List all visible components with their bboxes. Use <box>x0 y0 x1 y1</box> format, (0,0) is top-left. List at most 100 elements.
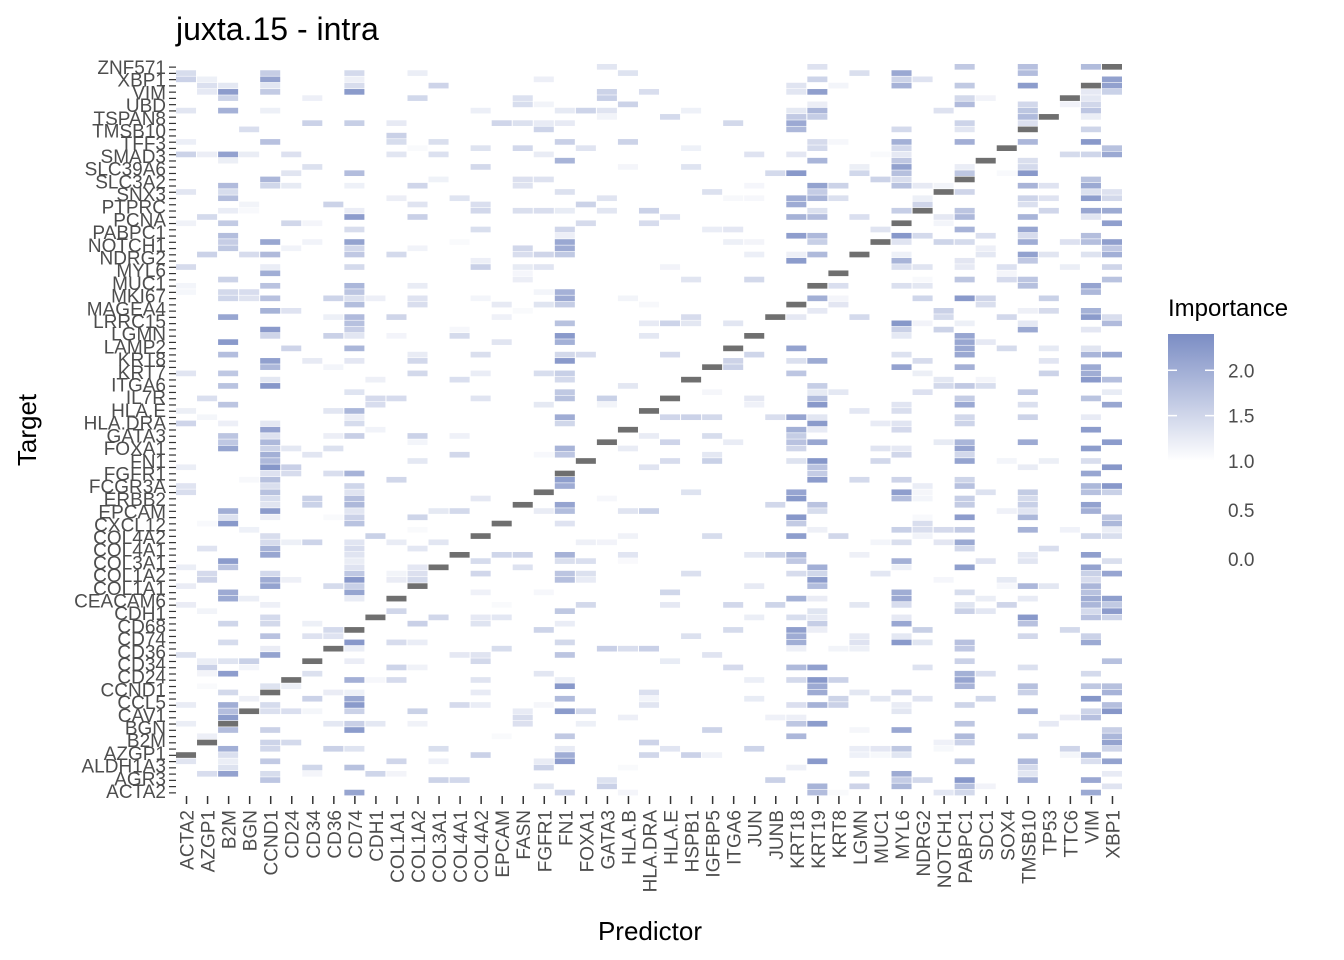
heatmap-cell <box>470 558 491 564</box>
heatmap-cell <box>281 308 302 314</box>
heatmap-cell <box>1101 733 1122 740</box>
heatmap-cell <box>660 214 681 220</box>
heatmap-cell <box>281 577 302 583</box>
heatmap-cell <box>260 770 281 777</box>
x-tick-label: LGMN <box>851 810 872 865</box>
heatmap-cell <box>260 176 281 183</box>
heatmap-cell <box>260 727 281 733</box>
heatmap-cell <box>176 282 197 289</box>
heatmap-cell <box>533 101 554 108</box>
heatmap-cell <box>470 752 491 758</box>
heatmap-cell <box>1080 695 1101 702</box>
heatmap-cell <box>1017 232 1038 239</box>
heatmap-cell <box>470 614 491 621</box>
heatmap-cell <box>176 652 197 658</box>
heatmap-cell <box>954 514 975 521</box>
heatmap-cell <box>197 670 218 677</box>
heatmap-cell <box>491 614 512 621</box>
heatmap-cell <box>617 445 638 452</box>
heatmap-cell <box>933 383 954 389</box>
x-tick-label: COL4A2 <box>472 810 493 883</box>
heatmap-cell <box>344 82 365 89</box>
heatmap-cell <box>554 107 575 114</box>
heatmap-cell <box>575 570 596 577</box>
heatmap-cell <box>218 752 239 758</box>
heatmap-cell <box>554 207 575 214</box>
heatmap-cell <box>260 364 281 370</box>
heatmap-cell <box>260 70 281 76</box>
heatmap-cell <box>176 564 197 571</box>
heatmap-cell <box>975 245 996 252</box>
heatmap-cell <box>912 264 933 270</box>
x-tick-label: COL4A1 <box>451 810 472 883</box>
heatmap-cell <box>807 620 828 627</box>
heatmap-cell <box>617 533 638 539</box>
heatmap-cell <box>617 558 638 564</box>
heatmap-cell <box>638 433 660 439</box>
y-tick-label: CAV1 <box>118 706 166 727</box>
heatmap-cell <box>975 157 996 164</box>
heatmap-cell <box>891 614 912 621</box>
heatmap-cell <box>575 708 596 715</box>
y-tick-label: TFF3 <box>121 134 166 155</box>
heatmap-cell <box>386 395 407 402</box>
heatmap-cell <box>1101 533 1122 539</box>
heatmap-cell <box>197 395 218 402</box>
y-tick-label: GATA3 <box>107 426 166 447</box>
heatmap-cell <box>281 539 302 546</box>
heatmap-cell <box>281 182 302 189</box>
heatmap-cell <box>428 539 449 546</box>
heatmap-cell <box>870 539 891 546</box>
x-tick-label: XBP1 <box>1103 810 1124 859</box>
heatmap-cell <box>828 295 849 302</box>
y-tick-label: CCL5 <box>117 693 166 714</box>
heatmap-cell <box>807 139 828 145</box>
heatmap-cell <box>807 608 828 614</box>
x-tick-label: COL1A1 <box>388 810 409 883</box>
heatmap-cell <box>1101 76 1122 83</box>
heatmap-cell <box>891 182 912 189</box>
heatmap-cell <box>1017 257 1038 264</box>
heatmap-cell <box>912 627 933 633</box>
heatmap-cell <box>849 70 870 76</box>
heatmap-cell <box>954 414 975 421</box>
heatmap-cell <box>344 333 365 339</box>
y-tick-label: FGFR1 <box>104 464 166 485</box>
heatmap-cell <box>1080 639 1101 646</box>
heatmap-cell <box>786 214 807 220</box>
heatmap-cell <box>1101 320 1122 327</box>
heatmap-cell <box>786 301 807 308</box>
heatmap-cell <box>323 364 344 370</box>
x-tick-label: B2M <box>220 810 241 849</box>
heatmap-cell <box>344 564 365 571</box>
heatmap-cell <box>554 189 575 195</box>
heatmap-cell <box>1080 232 1101 239</box>
heatmap-cell <box>996 276 1017 283</box>
heatmap-cell <box>954 758 975 765</box>
heatmap-cell <box>975 489 996 496</box>
heatmap-cell <box>912 526 933 533</box>
x-tick-label: EPCAM <box>493 810 514 878</box>
heatmap-cell <box>870 745 891 752</box>
heatmap-cell <box>954 739 975 746</box>
heatmap-cell <box>954 276 975 283</box>
heatmap-cell <box>470 370 491 377</box>
heatmap-cell <box>1080 589 1101 596</box>
heatmap-cell <box>1101 514 1122 521</box>
heatmap-cell <box>428 614 449 621</box>
heatmap-cell <box>1080 101 1101 108</box>
heatmap-cell <box>491 520 512 527</box>
heatmap-cell <box>176 70 197 76</box>
heatmap-cell <box>786 426 807 433</box>
heatmap-cell <box>470 164 491 170</box>
heatmap-cell <box>239 201 260 208</box>
heatmap-cell <box>260 570 281 577</box>
heatmap-cell <box>1080 683 1101 690</box>
heatmap-cell <box>828 695 849 702</box>
heatmap-cell <box>1101 758 1122 765</box>
heatmap-cell <box>491 733 512 740</box>
heatmap-cell <box>1017 107 1038 114</box>
heatmap-cell <box>281 151 302 158</box>
heatmap-cell <box>554 295 575 302</box>
heatmap-cell <box>1080 501 1101 508</box>
